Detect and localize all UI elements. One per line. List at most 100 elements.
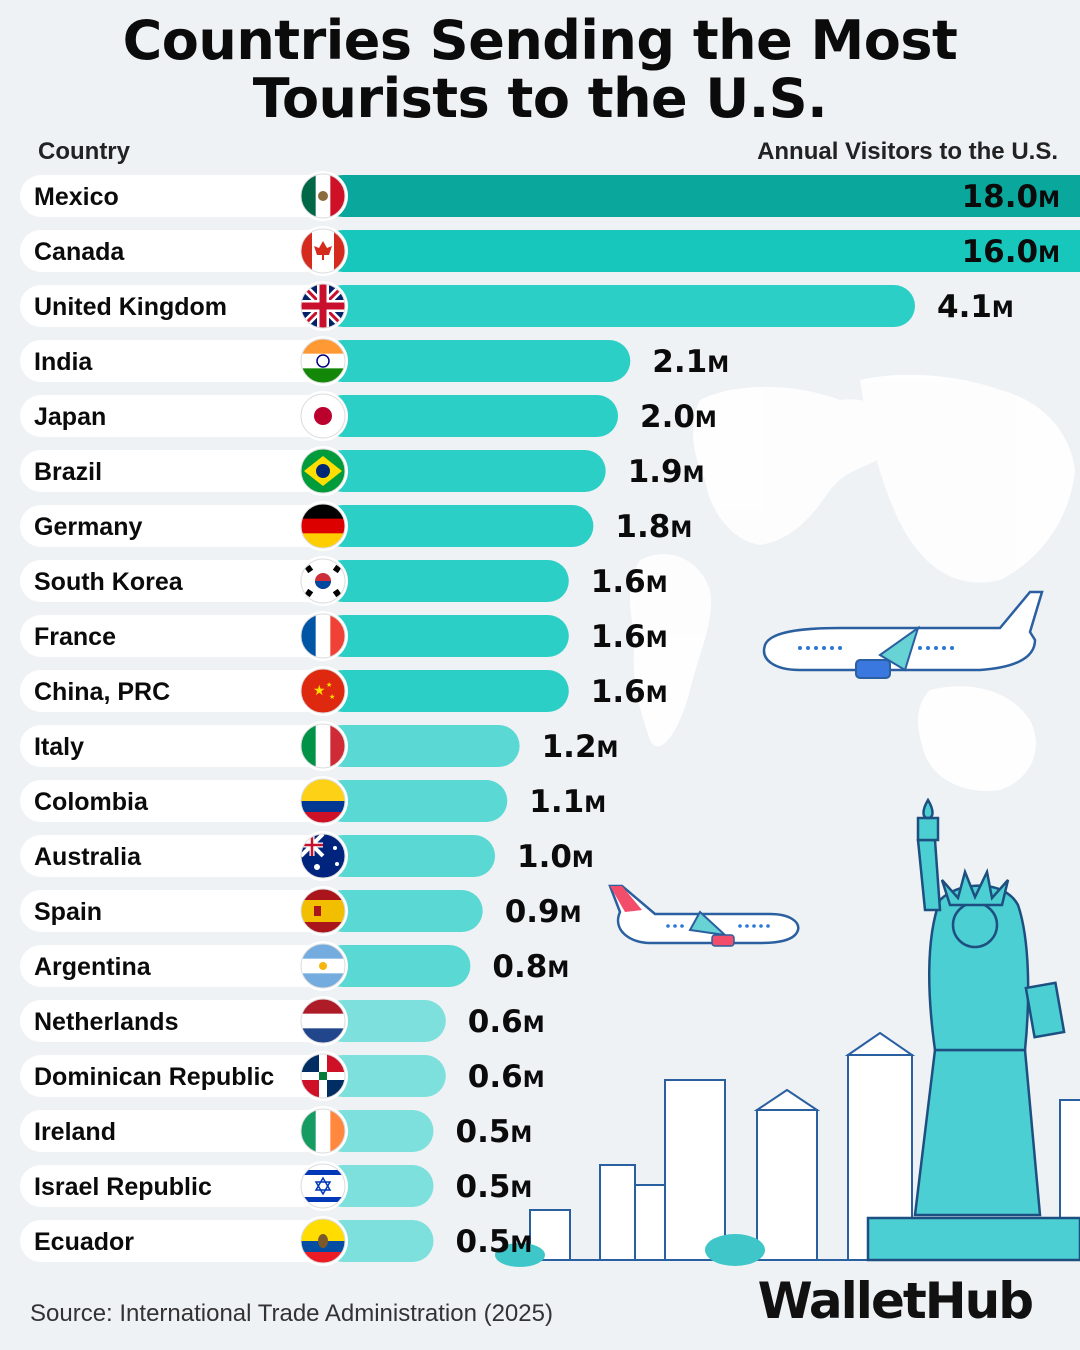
bush-icon: [495, 1234, 765, 1267]
colombia-flag-icon: [298, 776, 348, 826]
bar: [322, 1165, 434, 1207]
row-background: [20, 835, 350, 877]
bar-row: Italy 1.2M: [20, 721, 618, 771]
row-background: [20, 175, 350, 217]
spain-flag-icon: [298, 886, 348, 936]
bar-row: Israel Republic 0.5M: [20, 1161, 532, 1211]
country-label: Mexico: [34, 183, 119, 211]
bar: [322, 945, 471, 987]
france-flag-icon: [298, 611, 348, 661]
bar: [322, 725, 520, 767]
value-label: 0.6M: [468, 1004, 545, 1040]
country-label: Australia: [34, 843, 142, 871]
bar-row: Brazil 1.9M: [20, 446, 705, 496]
row-background: [20, 670, 350, 712]
bar-row: France 1.6M: [20, 611, 668, 661]
value-label: 2.0M: [640, 399, 717, 435]
country-label: Israel Republic: [34, 1173, 212, 1201]
row-background: [20, 1055, 350, 1097]
country-label: Brazil: [34, 458, 102, 486]
germany-flag-icon: [298, 501, 348, 551]
country-label: United Kingdom: [34, 293, 227, 321]
bar-row: China, PRC ★ ★★ 1.6M: [20, 666, 668, 716]
country-label: Germany: [34, 513, 142, 541]
value-label: 18.0M: [962, 179, 1060, 215]
bar: [322, 615, 569, 657]
svg-text:★: ★: [329, 693, 335, 701]
row-background: [20, 395, 350, 437]
row-background: [20, 505, 350, 547]
italy-flag-icon: [298, 721, 348, 771]
country-label: Colombia: [34, 788, 149, 816]
bar: [322, 1000, 446, 1042]
bar-row: Spain 0.9M: [20, 886, 582, 936]
svg-text:★: ★: [313, 683, 326, 699]
japan-flag-icon: [298, 391, 348, 441]
row-background: [20, 450, 350, 492]
bar-row: Japan 2.0M: [20, 391, 717, 441]
ecuador-flag-icon: [298, 1216, 348, 1266]
india-flag-icon: [298, 336, 348, 386]
country-label: Ireland: [34, 1118, 116, 1146]
row-background: [20, 725, 350, 767]
bar: [322, 890, 483, 932]
value-label: 0.5M: [456, 1114, 533, 1150]
bar: [322, 285, 915, 327]
bar-row: Colombia 1.1M: [20, 776, 606, 826]
statue-of-liberty-icon: [866, 797, 1080, 1262]
country-label: Canada: [34, 238, 125, 266]
dominican-republic-flag-icon: [298, 1051, 348, 1101]
row-background: [20, 230, 350, 272]
row-background: [20, 615, 350, 657]
airplane-small-icon: [608, 884, 800, 947]
row-background: [20, 890, 350, 932]
value-label: 0.6M: [468, 1059, 545, 1095]
value-label: 4.1M: [937, 289, 1014, 325]
country-label: Spain: [34, 898, 102, 926]
bar: [322, 340, 631, 382]
ireland-flag-icon: [298, 1106, 348, 1156]
brazil-flag-icon: [298, 446, 348, 496]
row-background: [20, 285, 350, 327]
bar: [322, 560, 569, 602]
bar: [322, 780, 508, 822]
bar-row: India 2.1M: [20, 336, 729, 386]
value-label: 0.5M: [456, 1169, 533, 1205]
value-label: 16.0M: [962, 234, 1060, 270]
value-label: 1.9M: [628, 454, 705, 490]
page-title: Countries Sending the Most Tourists to t…: [122, 9, 958, 130]
bar: [322, 450, 606, 492]
bar-row: Ecuador 0.5M: [20, 1216, 532, 1266]
bar-row: Ireland 0.5M: [20, 1106, 532, 1156]
row-background: [20, 1110, 350, 1152]
country-column-header: Country: [38, 138, 130, 165]
bar: [322, 1220, 434, 1262]
source-note: Source: International Trade Administrati…: [30, 1300, 553, 1327]
brand-logo: WalletHub: [757, 1272, 1034, 1330]
israel-flag-icon: [298, 1161, 348, 1211]
country-label: Italy: [34, 733, 84, 761]
country-label: France: [34, 623, 116, 651]
netherlands-flag-icon: [298, 996, 348, 1046]
south-korea-flag-icon: [298, 556, 348, 606]
uk-flag-icon: [298, 281, 348, 331]
bar-row: Netherlands 0.6M: [20, 996, 545, 1046]
china-flag-icon: ★ ★★: [298, 666, 348, 716]
row-background: [20, 560, 350, 602]
country-label: Japan: [34, 403, 106, 431]
bar-row: Mexico 18.0M: [20, 171, 1080, 221]
row-background: [20, 1000, 350, 1042]
value-label: 1.6M: [591, 564, 668, 600]
bar: [322, 1110, 434, 1152]
country-label: Ecuador: [34, 1228, 134, 1256]
value-label: 0.9M: [505, 894, 582, 930]
svg-text:★: ★: [326, 681, 332, 689]
visitors-column-header: Annual Visitors to the U.S.: [757, 138, 1058, 165]
argentina-flag-icon: [298, 941, 348, 991]
bar-row: South Korea 1.6M: [20, 556, 668, 606]
bar: [322, 230, 1080, 272]
world-map-icon: [630, 374, 1075, 791]
value-label: 1.0M: [517, 839, 594, 875]
